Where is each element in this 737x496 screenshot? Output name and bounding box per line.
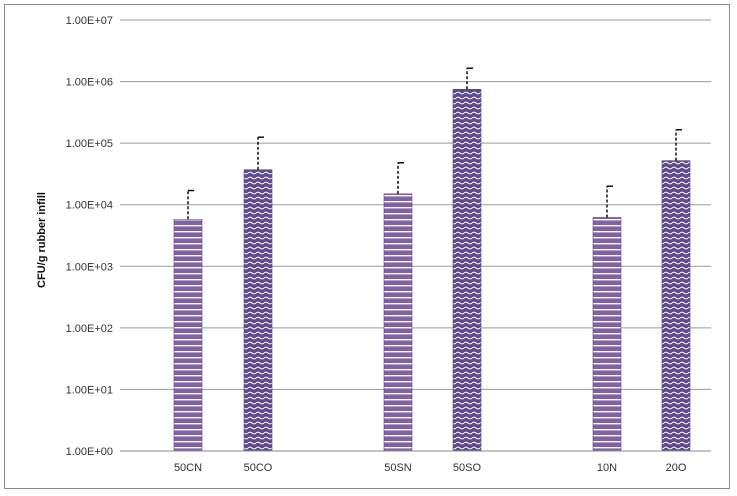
x-tick-label: 50CO	[244, 462, 273, 474]
x-tick-label: 50SO	[453, 462, 482, 474]
y-tick-label: 1.00E+01	[66, 384, 113, 396]
bar-10n	[592, 217, 622, 452]
x-tick-label: 20O	[666, 462, 687, 474]
bar-50co	[243, 169, 273, 452]
x-tick-label: 50CN	[174, 462, 202, 474]
bar-50cn	[173, 218, 203, 452]
y-tick-label: 1.00E+02	[66, 323, 113, 335]
y-axis-label: CFU/g rubber infill	[36, 192, 48, 288]
bar-20o	[661, 160, 691, 452]
bar-50sn	[383, 193, 413, 452]
y-tick-label: 1.00E+00	[66, 446, 113, 458]
x-tick-label: 50SN	[384, 462, 412, 474]
y-tick-label: 1.00E+07	[66, 15, 113, 27]
y-tick-label: 1.00E+04	[66, 200, 113, 212]
x-tick-label: 10N	[597, 462, 617, 474]
y-tick-label: 1.00E+06	[66, 77, 113, 89]
y-tick-label: 1.00E+03	[66, 261, 113, 273]
y-tick-label: 1.00E+05	[66, 138, 113, 150]
bar-50so	[452, 88, 482, 452]
